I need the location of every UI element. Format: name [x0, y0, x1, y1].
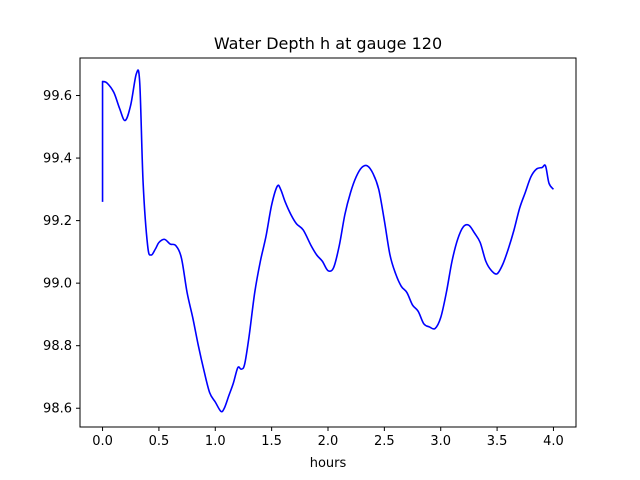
plot-frame [79, 57, 577, 428]
y-tick-label: 99.0 [43, 277, 72, 292]
y-tick-label: 98.6 [43, 402, 72, 417]
x-axis-label: hours [310, 456, 347, 471]
x-tick-label: 2.0 [318, 434, 339, 449]
y-tick-label: 99.4 [43, 152, 72, 167]
plot-area [79, 57, 577, 428]
x-tick-label: 2.5 [374, 434, 395, 449]
series-group [101, 69, 555, 413]
x-axis: 0.0 0.5 1.0 1.5 2.0 2.5 3.0 3.5 4.0 [92, 427, 564, 449]
x-tick-label: 3.5 [487, 434, 508, 449]
chart-title: Water Depth h at gauge 120 [214, 34, 442, 53]
x-tick-label: 0.5 [149, 434, 170, 449]
x-tick-label: 1.5 [261, 434, 282, 449]
x-tick-label: 4.0 [543, 434, 564, 449]
x-tick-label: 0.0 [92, 434, 113, 449]
y-tick-label: 98.8 [43, 339, 72, 354]
y-axis: 98.6 98.8 99.0 99.2 99.4 99.6 [43, 89, 80, 417]
x-tick-label: 3.0 [430, 434, 451, 449]
series-line [101, 69, 555, 413]
y-tick-label: 99.2 [43, 214, 72, 229]
y-tick-label: 99.6 [43, 89, 72, 104]
x-tick-label: 1.0 [205, 434, 226, 449]
